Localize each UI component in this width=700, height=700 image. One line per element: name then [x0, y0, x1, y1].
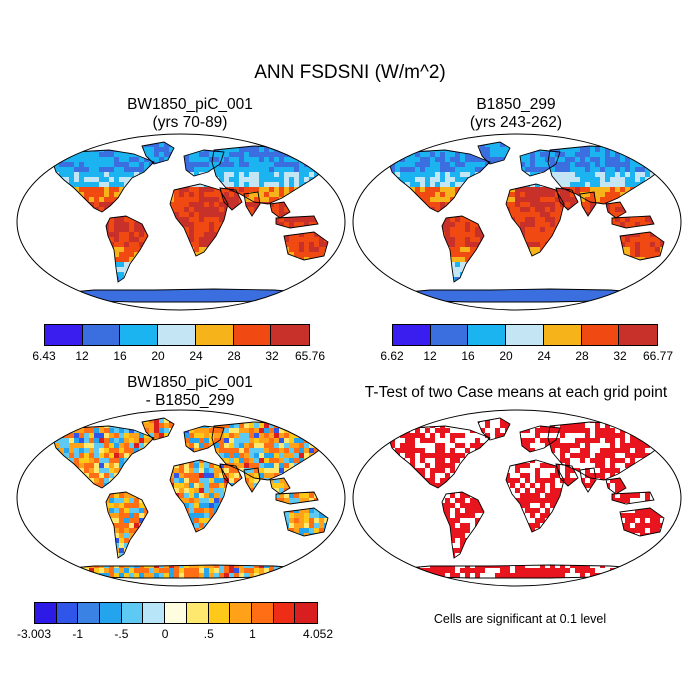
- significance-note: Cells are significant at 0.1 level: [433, 612, 607, 626]
- colorbar-tick-label: 6.62: [380, 349, 404, 363]
- colorbar-tick-label: 24: [537, 349, 551, 363]
- map-field: [386, 418, 666, 578]
- map-b1850: [352, 133, 682, 311]
- colorbar-swatch: [78, 603, 101, 623]
- colorbar-tick-label: 12: [423, 349, 437, 363]
- colorbar-tick-label: 24: [189, 349, 203, 363]
- colorbar-swatch: [165, 603, 187, 623]
- map-field: [50, 142, 330, 302]
- colorbar-swatch: [45, 325, 83, 345]
- colorbar-swatch: [506, 325, 544, 345]
- colorbar-swatch: [430, 325, 469, 345]
- colorbar-swatch: [208, 603, 231, 623]
- colorbar-swatch: [143, 603, 166, 623]
- colorbar-swatch: [271, 325, 309, 345]
- colorbar-swatch: [581, 325, 620, 345]
- colorbar-difference: [34, 602, 318, 624]
- colorbar-bw1850: [44, 324, 310, 346]
- colorbar-swatch: [158, 325, 196, 345]
- panel-4-title: T-Test of two Case means at each grid po…: [364, 384, 668, 401]
- map-difference: [16, 409, 346, 587]
- colorbar-tick-label: 16: [461, 349, 475, 363]
- colorbar-swatch: [82, 325, 121, 345]
- colorbar-tick-label: 12: [75, 349, 89, 363]
- panel-2-title: B1850_299 (yrs 243-262): [469, 96, 563, 131]
- colorbar-tick-label: 32: [613, 349, 627, 363]
- colorbar-swatch: [100, 603, 122, 623]
- colorbar-swatch: [273, 603, 296, 623]
- colorbar-swatch: [186, 603, 209, 623]
- map-ttest: [352, 409, 682, 587]
- colorbar-swatch: [195, 325, 234, 345]
- map-bw1850: [16, 133, 346, 311]
- colorbar-b1850: [392, 324, 658, 346]
- colorbar-tick-label: 28: [227, 349, 241, 363]
- map-field: [386, 142, 666, 302]
- colorbar-swatch: [121, 603, 144, 623]
- colorbar-tick-label: 28: [575, 349, 589, 363]
- colorbar-tick-label: 0: [161, 627, 169, 641]
- colorbar-tick-label: 16: [113, 349, 127, 363]
- colorbar-tick-label: 6.43: [32, 349, 56, 363]
- colorbar-tick-label: 20: [151, 349, 165, 363]
- colorbar-swatch: [230, 603, 252, 623]
- colorbar-tick-label: 1: [249, 627, 256, 641]
- colorbar-tick-label: -3.003: [16, 627, 52, 641]
- map-border: [16, 133, 346, 311]
- colorbar-tick-label: 20: [499, 349, 513, 363]
- colorbar-tick-label: -1: [72, 627, 84, 641]
- colorbar-tick-label: .5: [203, 627, 214, 641]
- colorbar-swatch: [120, 325, 159, 345]
- colorbar-swatch: [468, 325, 507, 345]
- map-border: [16, 409, 346, 587]
- colorbar-tick-label: 65.76: [294, 349, 326, 363]
- colorbar-swatch: [295, 603, 317, 623]
- map-border: [352, 133, 682, 311]
- map-field: [50, 418, 330, 578]
- colorbar-swatch: [233, 325, 272, 345]
- panel-1-title: BW1850_piC_001 (yrs 70-89): [127, 96, 253, 131]
- colorbar-swatch: [35, 603, 57, 623]
- colorbar-swatch: [251, 603, 274, 623]
- panel-3-title: BW1850_piC_001 - B1850_299: [127, 374, 253, 409]
- colorbar-swatch: [619, 325, 657, 345]
- figure-title: ANN FSDSNI (W/m^2): [254, 62, 446, 83]
- colorbar-swatch: [56, 603, 79, 623]
- colorbar-tick-label: 32: [265, 349, 279, 363]
- colorbar-tick-label: -.5: [114, 627, 129, 641]
- colorbar-tick-label: 66.77: [642, 349, 674, 363]
- colorbar-swatch: [543, 325, 582, 345]
- map-border: [352, 409, 682, 587]
- colorbar-tick-label: 4.052: [302, 627, 334, 641]
- colorbar-swatch: [393, 325, 431, 345]
